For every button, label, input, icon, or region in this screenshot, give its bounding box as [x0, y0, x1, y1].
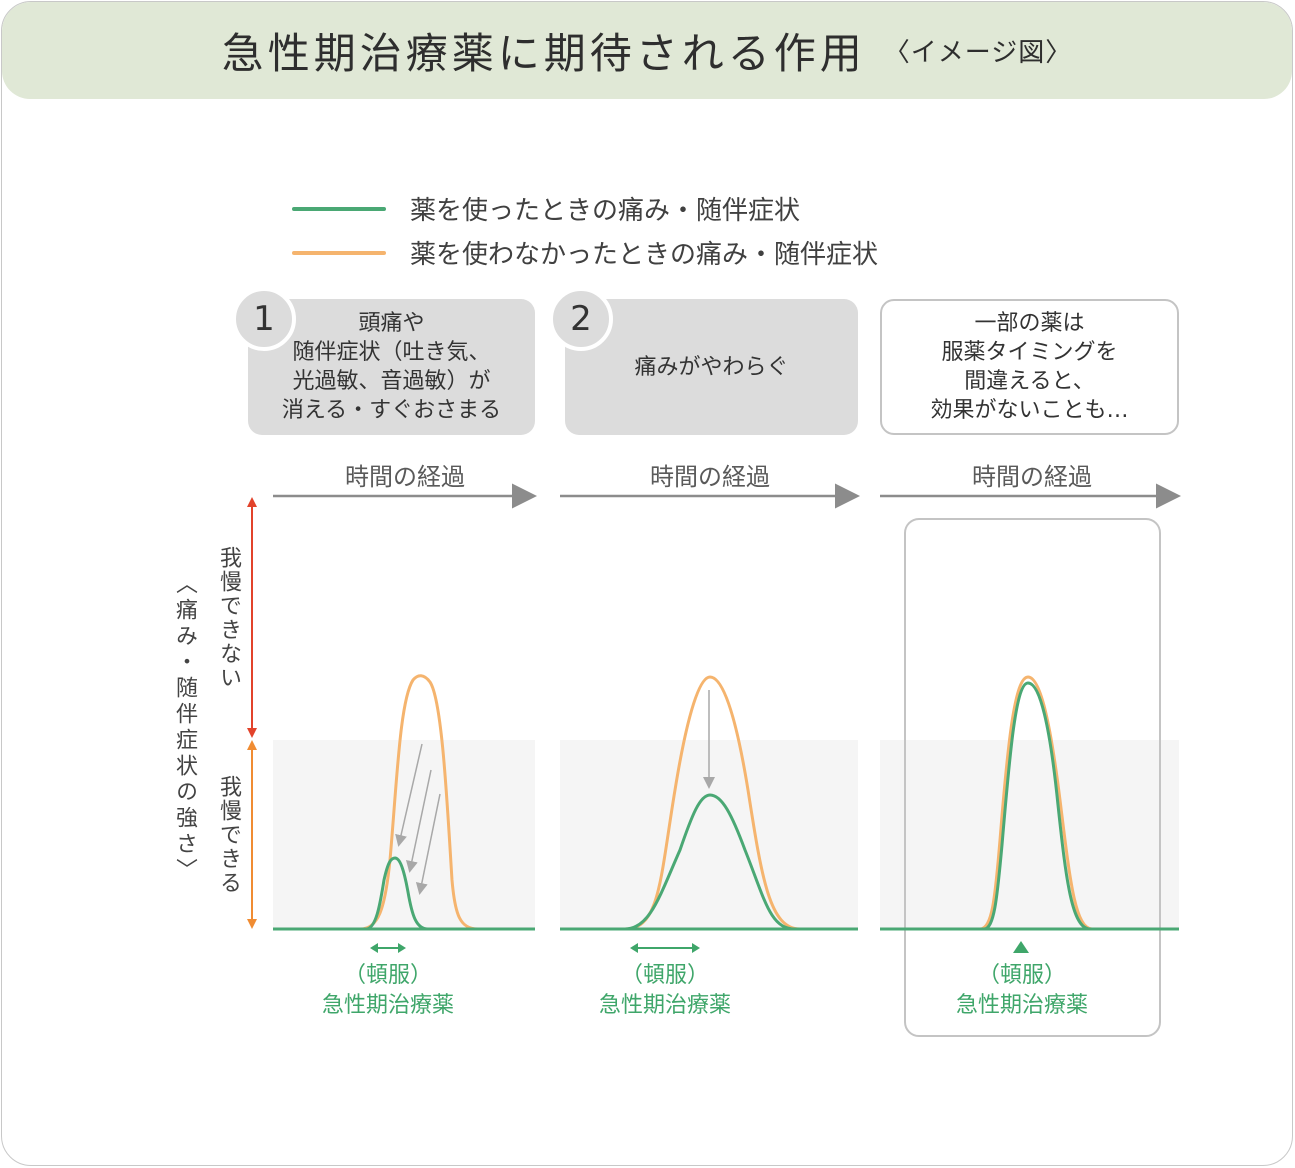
legend-item-with-drug: 薬を使ったときの痛み・随伴症状 [292, 190, 800, 227]
legend-label-with-drug: 薬を使ったときの痛み・随伴症状 [410, 196, 801, 226]
panel-1-curve-with-drug [273, 856, 535, 931]
med-label-1-line-1: （頓服） [343, 963, 432, 988]
step-3-text: 一部の薬は 服薬タイミングを 間違えると、 効果がないことも… [930, 311, 1129, 423]
bearable-label: 我慢できる [216, 775, 241, 895]
med-label-2-line-2: 急性期治療薬 [598, 993, 731, 1018]
time-label-3: 時間の経過 [972, 463, 1092, 491]
legend-swatch-green [292, 206, 386, 211]
step-box-3: 一部の薬は 服薬タイミングを 間違えると、 効果がないことも… [880, 299, 1179, 435]
bearable-arrow-bottom-head [247, 919, 257, 929]
panel-1-reduction-arrow-2 [405, 769, 432, 873]
unbearable-label: 我慢できない [216, 546, 241, 690]
bearable-zone-1 [273, 740, 535, 930]
step-number-2-label: 2 [570, 299, 592, 339]
panel-1-reduction-arrow-3 [415, 793, 441, 895]
bearable-zone-3 [880, 740, 1179, 930]
legend-label-without-drug: 薬を使わなかったときの痛み・随伴症状 [410, 240, 879, 270]
unbearable-arrow-top-head [247, 497, 257, 507]
med-label-2-line-1: （頓服） [620, 963, 709, 988]
dose-window-2-heads [630, 943, 700, 953]
panel-3-curve-without-drug [880, 675, 1179, 931]
panel-1-reduction-arrow-1 [395, 743, 423, 847]
med-label-3-line-1: （頓服） [977, 963, 1066, 988]
panel-2-curve-with-drug [560, 793, 858, 931]
time-label-2: 時間の経過 [650, 463, 770, 491]
panel-3-curve-with-drug [880, 681, 1179, 931]
step-box-2: 痛みがやわらぐ [565, 299, 858, 435]
med-label-3: （頓服） 急性期治療薬 [912, 961, 1132, 1021]
med-label-2: （頓服） 急性期治療薬 [555, 961, 775, 1021]
step-number-1: 1 [232, 287, 296, 351]
header-bar [2, 2, 1292, 99]
page-title: 急性期治療薬に期待される作用 〈イメージ図〉 [2, 2, 1292, 99]
title-subtitle: 〈イメージ図〉 [883, 38, 1073, 68]
title-text: 急性期治療薬に期待される作用 [221, 29, 866, 78]
med-label-1-line-2: 急性期治療薬 [321, 993, 454, 1018]
time-label-1: 時間の経過 [345, 463, 465, 491]
dose-point-marker-3 [1013, 941, 1029, 953]
med-label-1: （頓服） 急性期治療薬 [278, 961, 498, 1021]
unbearable-arrow-bottom-head [247, 728, 257, 738]
panel-2-curve-without-drug [560, 675, 858, 931]
y-axis-title: 〈痛み・随伴症状の強さ〉 [172, 572, 197, 884]
step-number-1-label: 1 [253, 299, 275, 339]
bearable-arrow-top-head [247, 740, 257, 750]
legend-swatch-orange [292, 250, 386, 255]
step-number-2: 2 [549, 287, 613, 351]
step-1-text: 頭痛や 随伴症状（吐き気、 光過敏、音過敏）が 消える・すぐおさまる [281, 311, 502, 423]
step-2-text: 痛みがやわらぐ [634, 354, 789, 380]
panel-3-frame [904, 518, 1161, 1037]
panel-1-curve-without-drug [273, 674, 535, 931]
legend-item-without-drug: 薬を使わなかったときの痛み・随伴症状 [292, 234, 878, 271]
dose-window-1-heads [370, 943, 406, 953]
med-label-3-line-2: 急性期治療薬 [955, 993, 1088, 1018]
